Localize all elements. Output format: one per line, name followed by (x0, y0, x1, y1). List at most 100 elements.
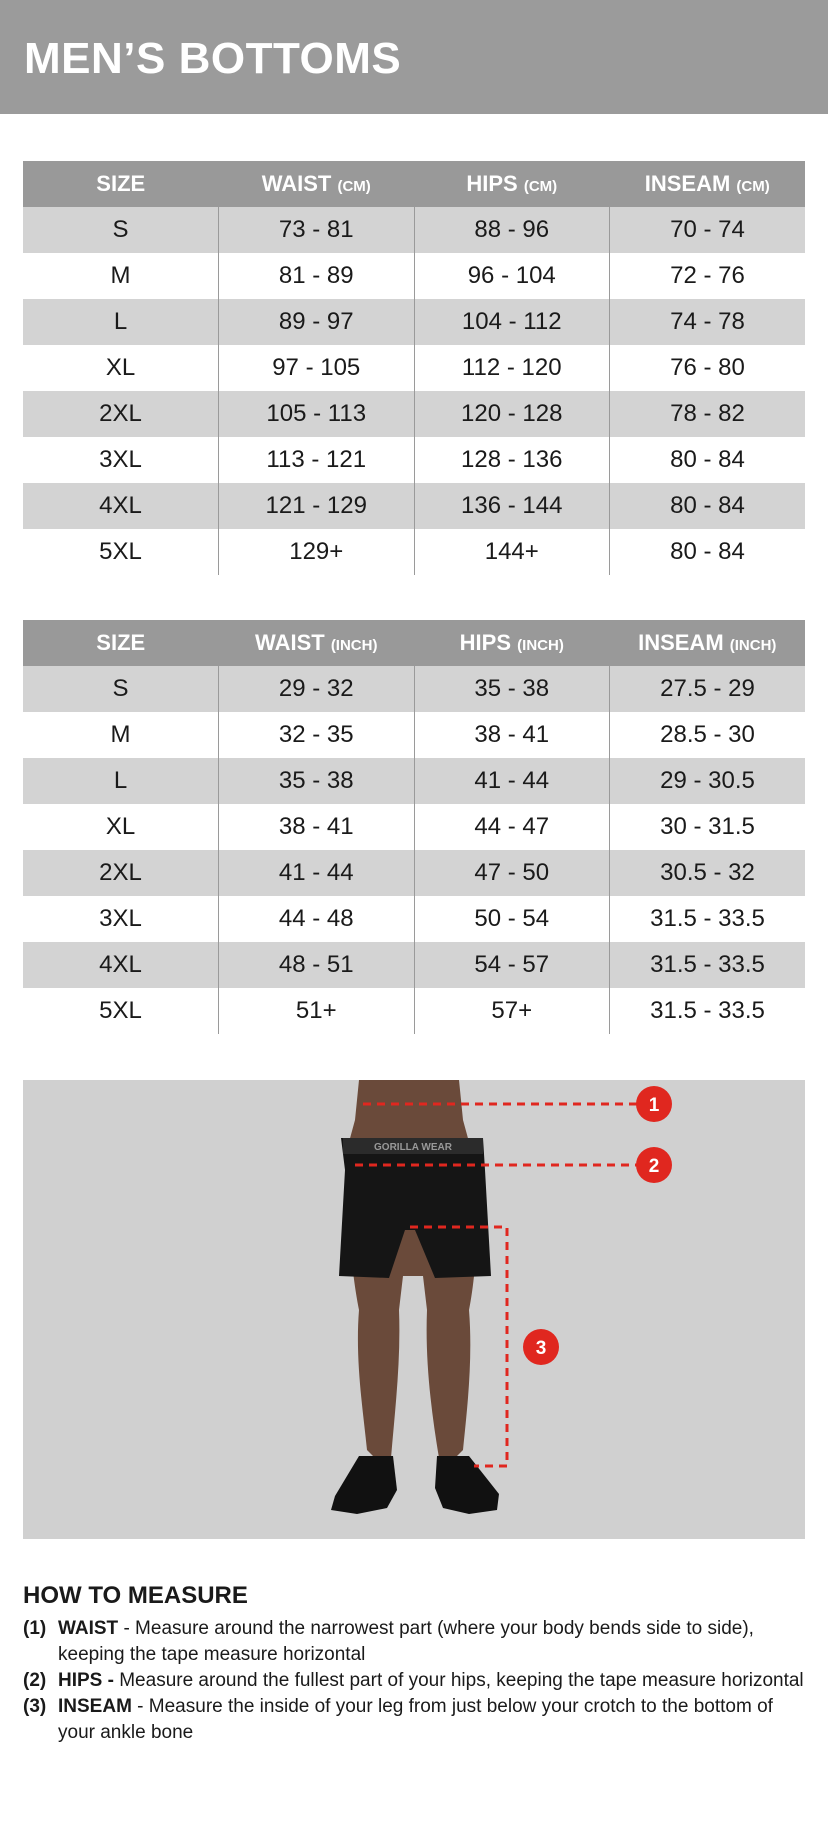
column-header: SIZE (23, 620, 219, 666)
column-header: HIPS (CM) (414, 161, 610, 207)
item-number: (1) (23, 1618, 47, 1639)
table-cell: 31.5 - 33.5 (609, 988, 805, 1034)
size-table-inch: SIZE WAIST (INCH) HIPS (INCH) INSEAM (INCH)… (23, 620, 805, 1034)
column-header: HIPS (INCH) (414, 620, 610, 666)
measurement-figure: GORILLA WEAR 1 2 3 (23, 1080, 805, 1539)
table-row: S 73 - 81 88 - 96 70 - 74 (23, 207, 805, 253)
svg-text:1: 1 (649, 1095, 660, 1116)
item-number: (3) (23, 1696, 47, 1717)
table-cell: 70 - 74 (609, 207, 805, 253)
table-cell: 2XL (23, 850, 219, 896)
header-label: HIPS (466, 171, 518, 196)
table-cell: XL (105, 354, 136, 381)
table-row: L 35 - 38 41 - 44 29 - 30.5 (23, 758, 805, 804)
table-cell: 48 - 51 (218, 942, 414, 988)
item-text: INSEAM - Measure the inside of your leg … (58, 1694, 813, 1746)
table-row: S 29 - 32 35 - 38 27.5 - 29 (23, 666, 805, 712)
table-cell: 5XL (99, 538, 142, 565)
table-cell: 29 - 30.5 (609, 758, 805, 804)
table-cell: 72 - 76 (609, 253, 805, 299)
column-header: WAIST (INCH) (218, 620, 414, 666)
inseam-line (410, 1225, 509, 1468)
header-label: SIZE (96, 171, 146, 196)
table-cell: S (23, 207, 219, 253)
column-header: SIZE (23, 161, 219, 207)
table-cell: 136 - 144 (413, 483, 610, 529)
svg-text:3: 3 (536, 1338, 547, 1359)
table-cell: 112 - 120 (413, 345, 610, 391)
header-label: HIPS (459, 630, 512, 655)
measure-item: (1) WAIST - Measure around the narrowest… (23, 1616, 813, 1668)
marker-1: 1 (636, 1086, 672, 1122)
table-row: 3XL 44 - 48 50 - 54 31.5 - 33.5 (23, 896, 805, 942)
header-label: INSEAM (638, 630, 724, 655)
header-row: SIZE WAIST (INCH) HIPS (INCH) INSEAM (INCH) (23, 620, 805, 666)
table-cell: L (23, 758, 219, 804)
item-description: - Measure the inside of your leg from ju… (58, 1696, 773, 1743)
header-row: SIZE WAIST (CM) HIPS (CM) INSEAM (CM) (23, 161, 805, 207)
header-unit: (CM) (736, 178, 770, 195)
table-row: M 32 - 35 38 - 41 28.5 - 30 (23, 712, 805, 758)
table-cell: 30 - 31.5 (609, 804, 805, 850)
table-cell: 89 - 97 (218, 299, 414, 345)
header-label: SIZE (96, 630, 146, 655)
table-row: 5XL 129+ 144+ 80 - 84 (23, 529, 805, 575)
table-cell: 96 - 104 (413, 253, 610, 299)
table-cell: 35 - 38 (218, 758, 414, 804)
table-row: 4XL 121 - 129 136 - 144 80 - 84 (23, 483, 805, 529)
table-cell: 80 - 84 (609, 529, 805, 575)
table-cell: S (23, 666, 219, 712)
size-table-cm: SIZE WAIST (CM) HIPS (CM) INSEAM (CM) S 73 - … (23, 161, 805, 575)
table-cell: 41 - 44 (413, 758, 610, 804)
table-cell: 44 - 48 (218, 896, 414, 942)
table-cell: 3XL (99, 905, 142, 932)
table-cell: M (110, 721, 131, 748)
table-cell: XL (105, 813, 136, 840)
measure-item: (2) HIPS - Measure around the fullest pa… (23, 1668, 813, 1694)
table-cell: 27.5 - 29 (609, 666, 805, 712)
measure-lines (355, 1102, 637, 1468)
item-term: HIPS - (58, 1670, 114, 1691)
table-cell: 41 - 44 (218, 850, 414, 896)
table-row: XL 38 - 41 44 - 47 30 - 31.5 (23, 804, 805, 850)
table-cell: 2XL (23, 391, 219, 437)
table-cell: 31.5 - 33.5 (609, 942, 805, 988)
table-cell: 76 - 80 (609, 345, 805, 391)
table-cell: 54 - 57 (413, 942, 610, 988)
table-cell: 50 - 54 (413, 896, 610, 942)
item-number: (2) (23, 1670, 47, 1691)
table-cell: 30.5 - 32 (609, 850, 805, 896)
table-cell: 74 - 78 (609, 299, 805, 345)
table-cell: 3XL (99, 446, 142, 473)
table-cell: L (23, 299, 219, 345)
table-cell: 97 - 105 (218, 345, 414, 391)
table-cell: 128 - 136 (413, 437, 610, 483)
waistband-logo: GORILLA WEAR (374, 1142, 453, 1153)
header-label: INSEAM (644, 171, 731, 196)
marker-2: 2 (636, 1147, 672, 1183)
table-cell: M (110, 262, 131, 289)
table-row: 2XL 41 - 44 47 - 50 30.5 - 32 (23, 850, 805, 896)
table-cell: 105 - 113 (218, 391, 414, 437)
table-cell: 120 - 128 (413, 391, 610, 437)
table-cell: 88 - 96 (413, 207, 610, 253)
svg-text:2: 2 (649, 1156, 660, 1177)
model-silhouette: GORILLA WEAR (331, 1080, 499, 1514)
column-header: INSEAM (CM) (609, 161, 805, 207)
measure-item: (3) INSEAM - Measure the inside of your … (23, 1694, 813, 1746)
page-title: MEN’S BOTTOMS (24, 34, 402, 83)
header-unit: (INCH) (517, 637, 564, 654)
item-term: WAIST (58, 1618, 119, 1639)
column-header: WAIST (CM) (218, 161, 414, 207)
table-cell: 144+ (413, 529, 610, 575)
column-header: INSEAM (INCH) (609, 620, 805, 666)
table-cell: 80 - 84 (609, 483, 805, 529)
table-cell: 31.5 - 33.5 (609, 896, 805, 942)
how-to-measure: HOW TO MEASURE (1) WAIST - Measure aroun… (23, 1582, 813, 1746)
item-text: WAIST - Measure around the narrowest par… (58, 1616, 813, 1668)
header-label: WAIST (255, 630, 325, 655)
table-row: XL 97 - 105 112 - 120 76 - 80 (23, 345, 805, 391)
table-cell: 32 - 35 (218, 712, 414, 758)
table-cell: 29 - 32 (218, 666, 414, 712)
table-cell: 38 - 41 (413, 712, 610, 758)
